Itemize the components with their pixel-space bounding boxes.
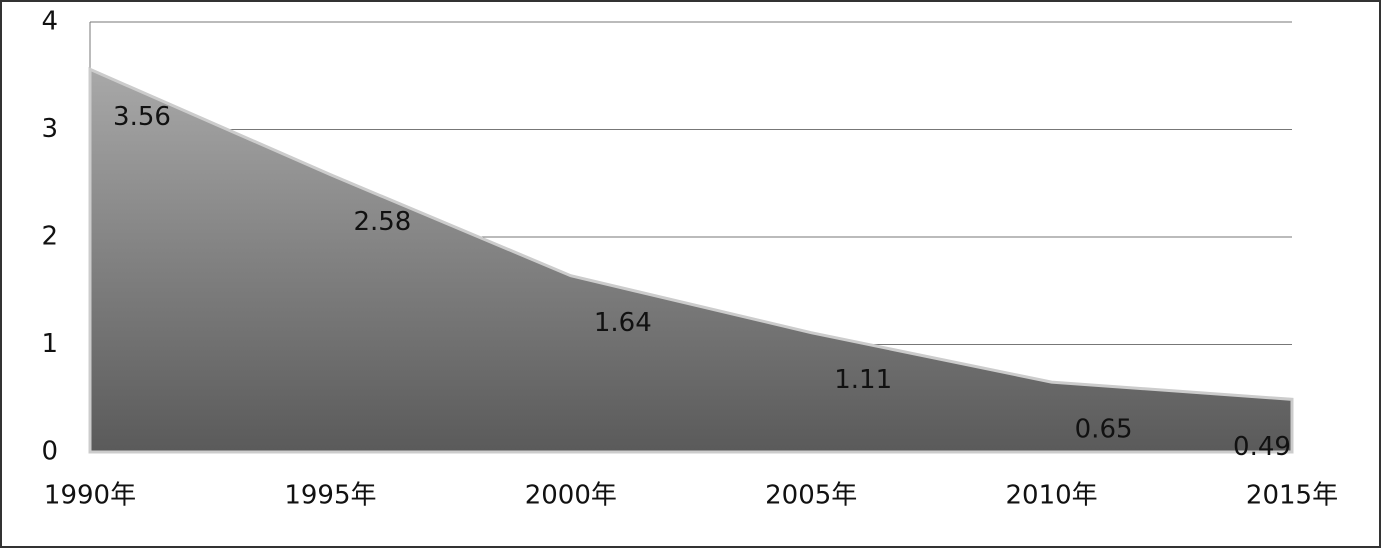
data-label: 1.11 [834,365,892,395]
data-label: 0.65 [1075,415,1133,445]
y-tick-label: 3 [41,114,58,144]
x-tick-label: 2015年 [1246,481,1338,511]
x-tick-label: 2005年 [765,481,857,511]
data-label: 2.58 [353,207,411,237]
y-tick-label: 2 [41,222,58,252]
y-tick-label: 4 [41,7,58,37]
data-label: 3.56 [113,102,171,132]
y-tick-label: 0 [41,437,58,467]
data-label: 1.64 [594,308,652,338]
x-tick-label: 1990年 [44,481,136,511]
x-tick-label: 2000年 [525,481,617,511]
area [88,67,1294,454]
y-tick-label: 1 [41,329,58,359]
x-tick-label: 1995年 [284,481,376,511]
data-label: 0.49 [1233,432,1291,462]
x-tick-label: 2010年 [1006,481,1098,511]
